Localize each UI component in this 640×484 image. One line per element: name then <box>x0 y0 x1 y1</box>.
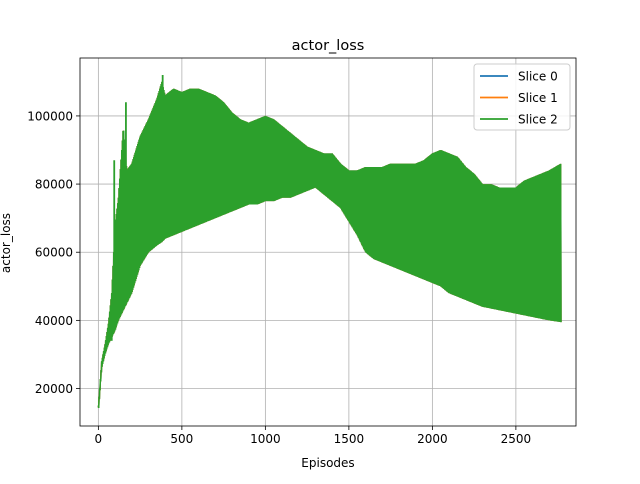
y-tick-label: 60000 <box>35 246 73 260</box>
tick-layer: 0 500 1000 1500 2000 2500 20000 40000 60000 80000… <box>27 109 531 446</box>
x-tick-label: 0 <box>95 432 103 446</box>
legend-frame <box>473 63 571 131</box>
y-tick-label: 40000 <box>35 314 73 328</box>
x-tick-label: 1000 <box>250 432 281 446</box>
y-tick-label: 20000 <box>35 382 73 396</box>
legend: Slice 0 Slice 1 Slice 2 <box>473 63 571 131</box>
series-line-slice-2 <box>97 81 562 409</box>
y-tick-label: 80000 <box>35 178 73 192</box>
axes-frame <box>79 57 577 427</box>
x-tick-label: 1500 <box>334 432 365 446</box>
y-axis-label: actor_loss <box>0 213 13 273</box>
chart-title: actor_loss <box>292 38 365 54</box>
y-tick-label: 100000 <box>27 109 73 123</box>
legend-label: Slice 1 <box>518 91 558 105</box>
legend-label: Slice 2 <box>518 113 558 127</box>
x-tick-label: 2000 <box>417 432 448 446</box>
x-tick-label: 500 <box>170 432 193 446</box>
series-layer <box>97 75 562 409</box>
x-axis-label: Episodes <box>301 456 354 470</box>
legend-label: Slice 0 <box>518 70 558 84</box>
x-tick-label: 2500 <box>501 432 532 446</box>
